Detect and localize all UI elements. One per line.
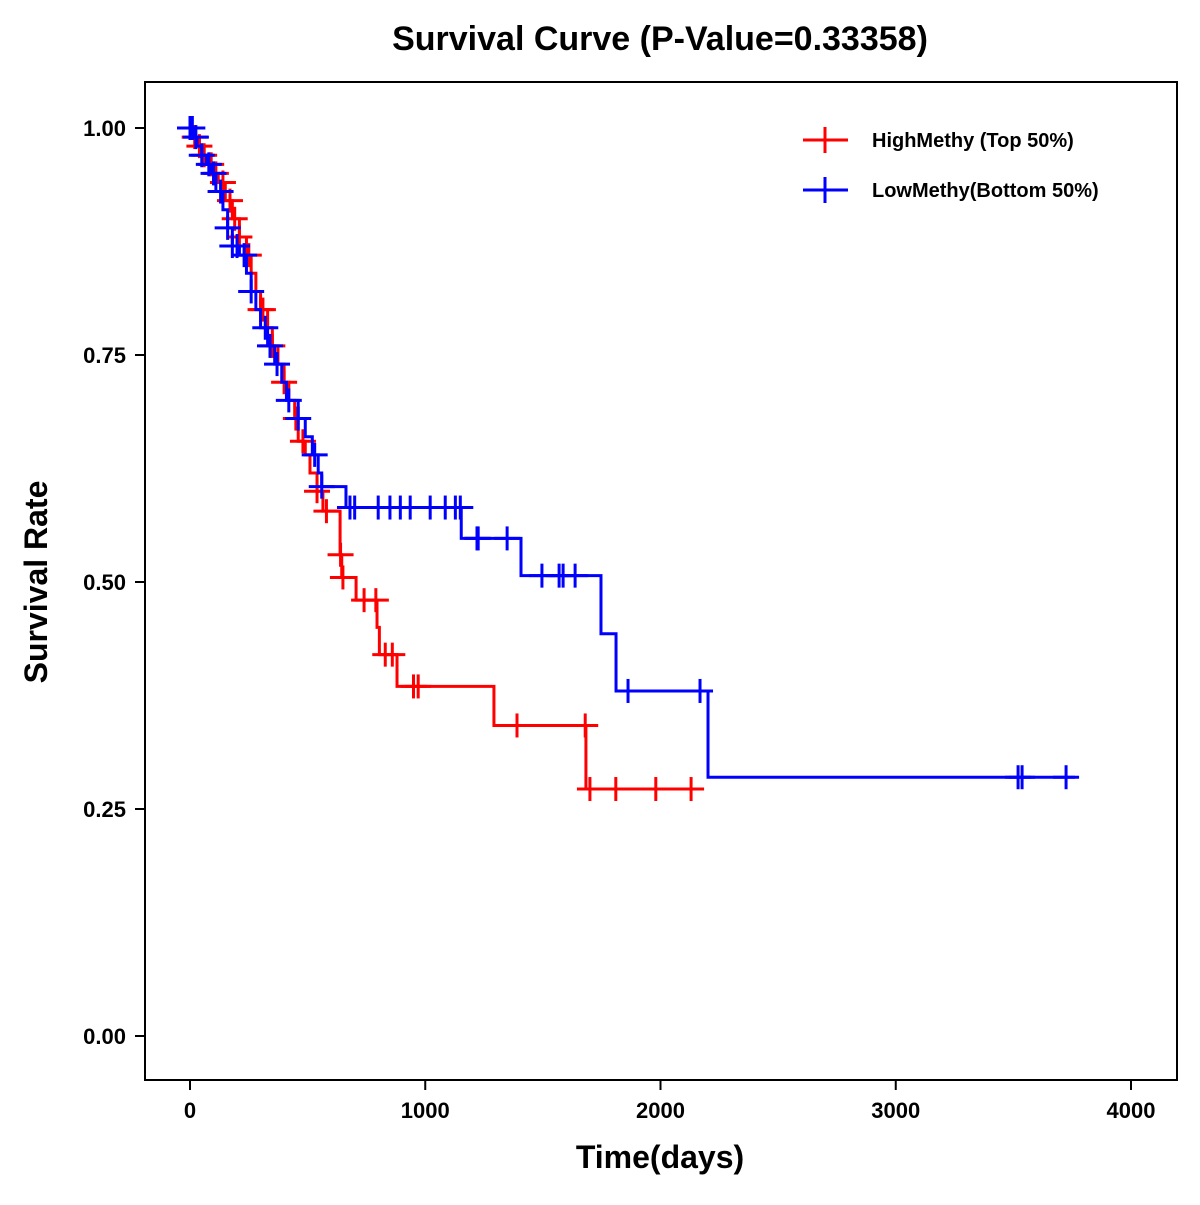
censor-mark [304,479,331,504]
censor-mark [301,442,328,467]
legend-label-low: LowMethy(Bottom 50%) [872,180,1099,202]
censor-mark [503,713,530,738]
y-tick-label: 0.25 [83,797,126,822]
y-tick-label: 0.00 [83,1024,126,1049]
censor-mark [252,315,279,340]
censor-mark [308,474,335,499]
y-tick-label: 1.00 [83,116,126,141]
x-tick-label: 3000 [871,1098,920,1123]
chart-title: Survival Curve (P-Value=0.33358) [392,20,928,58]
series-low [177,116,1080,790]
survival-curve [190,126,1076,779]
censor-mark [562,563,589,588]
censor-mark [256,333,283,358]
x-tick-label: 2000 [636,1098,685,1123]
censor-mark [1053,765,1080,790]
censor-mark [602,777,629,802]
censor-mark [200,161,227,186]
censor-mark [264,352,291,377]
censor-mark [275,388,302,413]
x-tick-label: 0 [184,1098,196,1123]
censor-mark [329,565,356,590]
censor-mark [379,642,406,667]
x-tick-label: 4000 [1107,1098,1156,1123]
x-tick-label: 1000 [401,1098,450,1123]
legend-item-high: HighMethy (Top 50%) [803,127,1074,153]
censor-mark [576,777,603,802]
censor-mark [327,542,354,567]
series-high [181,125,705,802]
y-axis-label: Survival Rate [18,481,54,684]
y-tick-label: 0.50 [83,570,126,595]
censor-mark [238,279,265,304]
legend-item-low: LowMethy(Bottom 50%) [803,177,1099,203]
censor-mark [465,526,492,551]
censor-mark [341,495,368,520]
censor-mark [405,674,432,699]
censor-mark [447,495,474,520]
censor-mark [1009,765,1036,790]
censor-mark [313,499,340,524]
censor-mark [214,215,241,240]
censor-mark [362,588,389,613]
censor-mark [642,777,669,802]
censor-mark [572,713,599,738]
censor-mark [207,179,234,204]
censor-mark [687,678,714,703]
plot-frame [144,81,1178,1081]
censor-mark [615,678,642,703]
censor-mark [494,526,521,551]
censor-mark [285,406,312,431]
censor-mark [182,125,209,150]
y-tick-label: 0.75 [83,343,126,368]
legend-label-high: HighMethy (Top 50%) [872,130,1074,152]
censor-mark [249,297,276,322]
x-axis-label: Time(days) [576,1139,744,1175]
censor-mark [231,243,258,268]
censor-mark [678,777,705,802]
legend: HighMethy (Top 50%) LowMethy(Bottom 50%) [803,127,1099,203]
